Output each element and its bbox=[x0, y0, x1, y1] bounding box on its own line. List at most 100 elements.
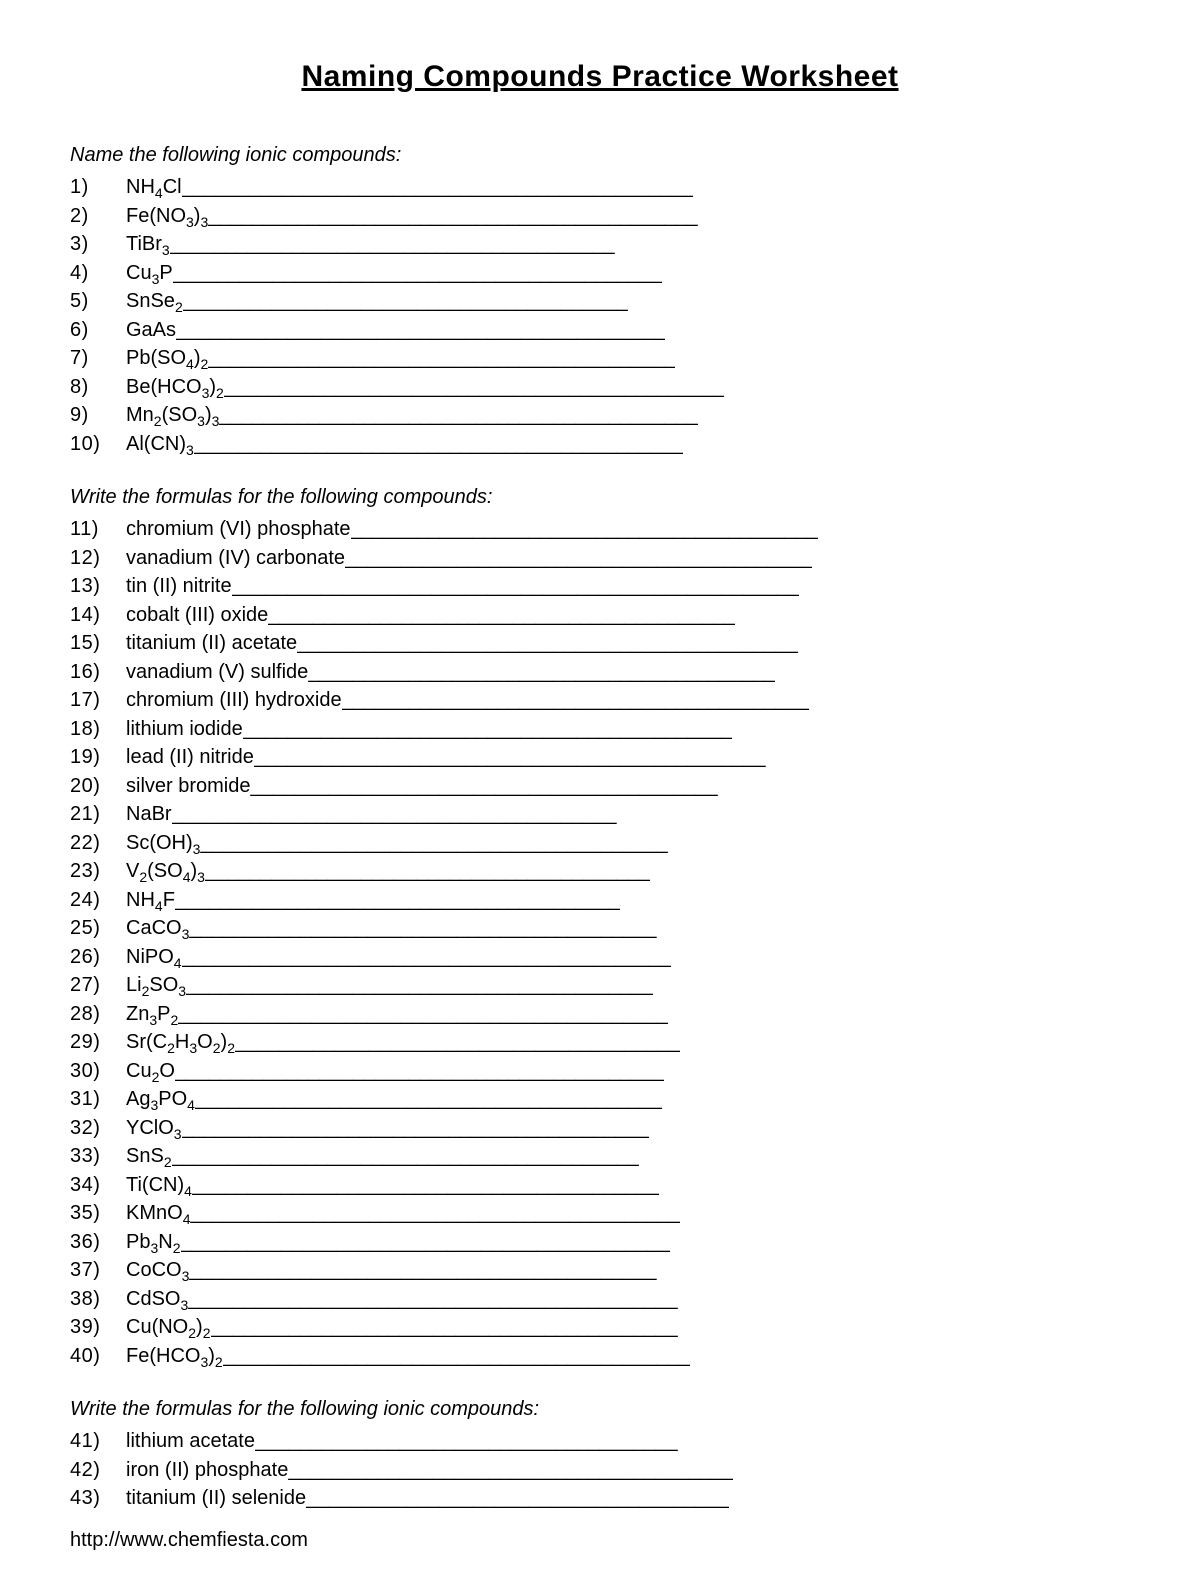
answer-blank: ________________________________________… bbox=[195, 1085, 662, 1114]
worksheet-item: 37)CoCO3 _______________________________… bbox=[70, 1256, 1130, 1285]
item-number: 38) bbox=[70, 1285, 126, 1314]
footer-url: http://www.chemfiesta.com bbox=[70, 1529, 1130, 1552]
worksheet-item: 19)lead (II) nitride ___________________… bbox=[70, 743, 1130, 772]
item-label: Cu3P bbox=[126, 259, 173, 288]
worksheet-item: 34)Ti(CN)4 _____________________________… bbox=[70, 1171, 1130, 1200]
answer-blank: ______________________________________ bbox=[255, 1427, 678, 1456]
worksheet-item: 10)Al(CN)3 _____________________________… bbox=[70, 430, 1130, 459]
worksheet-item: 28)Zn3P2 _______________________________… bbox=[70, 1000, 1130, 1029]
worksheet-item: 33)SnS2 ________________________________… bbox=[70, 1142, 1130, 1171]
worksheet-item: 11)chromium (VI) phosphate _____________… bbox=[70, 515, 1130, 544]
worksheet-item: 31)Ag3PO4 ______________________________… bbox=[70, 1085, 1130, 1114]
worksheet-item: 14)cobalt (III) oxide __________________… bbox=[70, 601, 1130, 630]
answer-blank: ________________________________________… bbox=[254, 743, 766, 772]
item-number: 42) bbox=[70, 1456, 126, 1485]
item-number: 41) bbox=[70, 1427, 126, 1456]
worksheet-item: 16)vanadium (V) sulfide ________________… bbox=[70, 658, 1130, 687]
sections-container: Name the following ionic compounds:1)NH4… bbox=[70, 144, 1130, 1513]
answer-blank: ________________________________________… bbox=[219, 401, 697, 430]
answer-blank: ________________________________________… bbox=[189, 914, 656, 943]
worksheet-item: 27)Li2SO3 ______________________________… bbox=[70, 971, 1130, 1000]
worksheet-item: 41)lithium acetate _____________________… bbox=[70, 1427, 1130, 1456]
worksheet-item: 24)NH4F ________________________________… bbox=[70, 886, 1130, 915]
answer-blank: ________________________________________… bbox=[173, 259, 662, 288]
item-label: CaCO3 bbox=[126, 914, 189, 943]
answer-blank: ________________________________________… bbox=[192, 1171, 659, 1200]
answer-blank: ________________________________________… bbox=[232, 572, 799, 601]
worksheet-item: 4)Cu3P _________________________________… bbox=[70, 259, 1130, 288]
item-number: 8) bbox=[70, 373, 126, 402]
item-label: YClO3 bbox=[126, 1114, 182, 1143]
answer-blank: ________________________________________… bbox=[208, 344, 675, 373]
answer-blank: ________________________________________… bbox=[211, 1313, 678, 1342]
worksheet-item: 1)NH4Cl ________________________________… bbox=[70, 173, 1130, 202]
item-label: Li2SO3 bbox=[126, 971, 186, 1000]
answer-blank: ________________________________________… bbox=[342, 686, 809, 715]
item-number: 14) bbox=[70, 601, 126, 630]
item-label: Pb(SO4)2 bbox=[126, 344, 208, 373]
item-number: 6) bbox=[70, 316, 126, 345]
item-number: 20) bbox=[70, 772, 126, 801]
worksheet-item: 13)tin (II) nitrite ____________________… bbox=[70, 572, 1130, 601]
worksheet-item: 32)YClO3 _______________________________… bbox=[70, 1114, 1130, 1143]
answer-blank: ________________________________________ bbox=[183, 287, 628, 316]
item-number: 33) bbox=[70, 1142, 126, 1171]
item-label: Cu2O bbox=[126, 1057, 175, 1086]
item-number: 24) bbox=[70, 886, 126, 915]
item-number: 35) bbox=[70, 1199, 126, 1228]
worksheet-item: 29)Sr(C2H3O2)2 _________________________… bbox=[70, 1028, 1130, 1057]
item-number: 1) bbox=[70, 173, 126, 202]
item-label: Sc(OH)3 bbox=[126, 829, 200, 858]
item-label: lead (II) nitride bbox=[126, 743, 254, 772]
item-label: NH4F bbox=[126, 886, 175, 915]
worksheet-item: 22)Sc(OH)3 _____________________________… bbox=[70, 829, 1130, 858]
item-label: Ti(CN)4 bbox=[126, 1171, 192, 1200]
item-label: Fe(NO3)3 bbox=[126, 202, 208, 231]
item-label: lithium acetate bbox=[126, 1427, 255, 1456]
item-label: silver bromide bbox=[126, 772, 250, 801]
worksheet-item: 18)lithium iodide_______________________… bbox=[70, 715, 1130, 744]
item-label: chromium (III) hydroxide bbox=[126, 686, 342, 715]
item-label: tin (II) nitrite bbox=[126, 572, 232, 601]
answer-blank: ________________________________________… bbox=[178, 1000, 667, 1029]
worksheet-item: 9)Mn2(SO3)3 ____________________________… bbox=[70, 401, 1130, 430]
worksheet-item: 43)titanium (II) selenide ______________… bbox=[70, 1484, 1130, 1513]
answer-blank: ________________________________________… bbox=[176, 316, 665, 345]
answer-blank: ________________________________________… bbox=[186, 971, 653, 1000]
answer-blank: ________________________________________ bbox=[175, 886, 620, 915]
worksheet-item: 5)SnSe2 ________________________________… bbox=[70, 287, 1130, 316]
worksheet-title: Naming Compounds Practice Worksheet bbox=[70, 60, 1130, 94]
answer-blank: ________________________________________… bbox=[243, 715, 732, 744]
worksheet-page: Naming Compounds Practice Worksheet Name… bbox=[0, 0, 1200, 1572]
section-heading: Write the formulas for the following ion… bbox=[70, 1398, 1130, 1421]
item-number: 27) bbox=[70, 971, 126, 1000]
worksheet-item: 7)Pb(SO4)2 _____________________________… bbox=[70, 344, 1130, 373]
item-number: 25) bbox=[70, 914, 126, 943]
answer-blank: ________________________________________… bbox=[188, 1285, 677, 1314]
item-number: 29) bbox=[70, 1028, 126, 1057]
answer-blank: ________________________________________… bbox=[181, 1228, 670, 1257]
item-number: 13) bbox=[70, 572, 126, 601]
item-number: 34) bbox=[70, 1171, 126, 1200]
item-number: 43) bbox=[70, 1484, 126, 1513]
answer-blank: ________________________________________… bbox=[297, 629, 798, 658]
item-label: NH4Cl bbox=[126, 173, 182, 202]
answer-blank: ________________________________________ bbox=[288, 1456, 733, 1485]
answer-blank: ________________________________________ bbox=[170, 230, 615, 259]
item-label: Mn2(SO3)3 bbox=[126, 401, 219, 430]
worksheet-item: 42)iron (II) phosphate _________________… bbox=[70, 1456, 1130, 1485]
item-number: 11) bbox=[70, 515, 126, 544]
item-label: SnS2 bbox=[126, 1142, 172, 1171]
item-number: 32) bbox=[70, 1114, 126, 1143]
item-number: 12) bbox=[70, 544, 126, 573]
answer-blank: ________________________________________ bbox=[235, 1028, 680, 1057]
item-label: Cu(NO2)2 bbox=[126, 1313, 211, 1342]
item-label: Pb3N2 bbox=[126, 1228, 181, 1257]
item-label: titanium (II) selenide bbox=[126, 1484, 306, 1513]
answer-blank: ______________________________________ bbox=[306, 1484, 729, 1513]
answer-blank: ________________________________________… bbox=[308, 658, 775, 687]
item-number: 18) bbox=[70, 715, 126, 744]
answer-blank: ________________________________________… bbox=[190, 1199, 679, 1228]
item-label: titanium (II) acetate bbox=[126, 629, 297, 658]
item-label: SnSe2 bbox=[126, 287, 183, 316]
